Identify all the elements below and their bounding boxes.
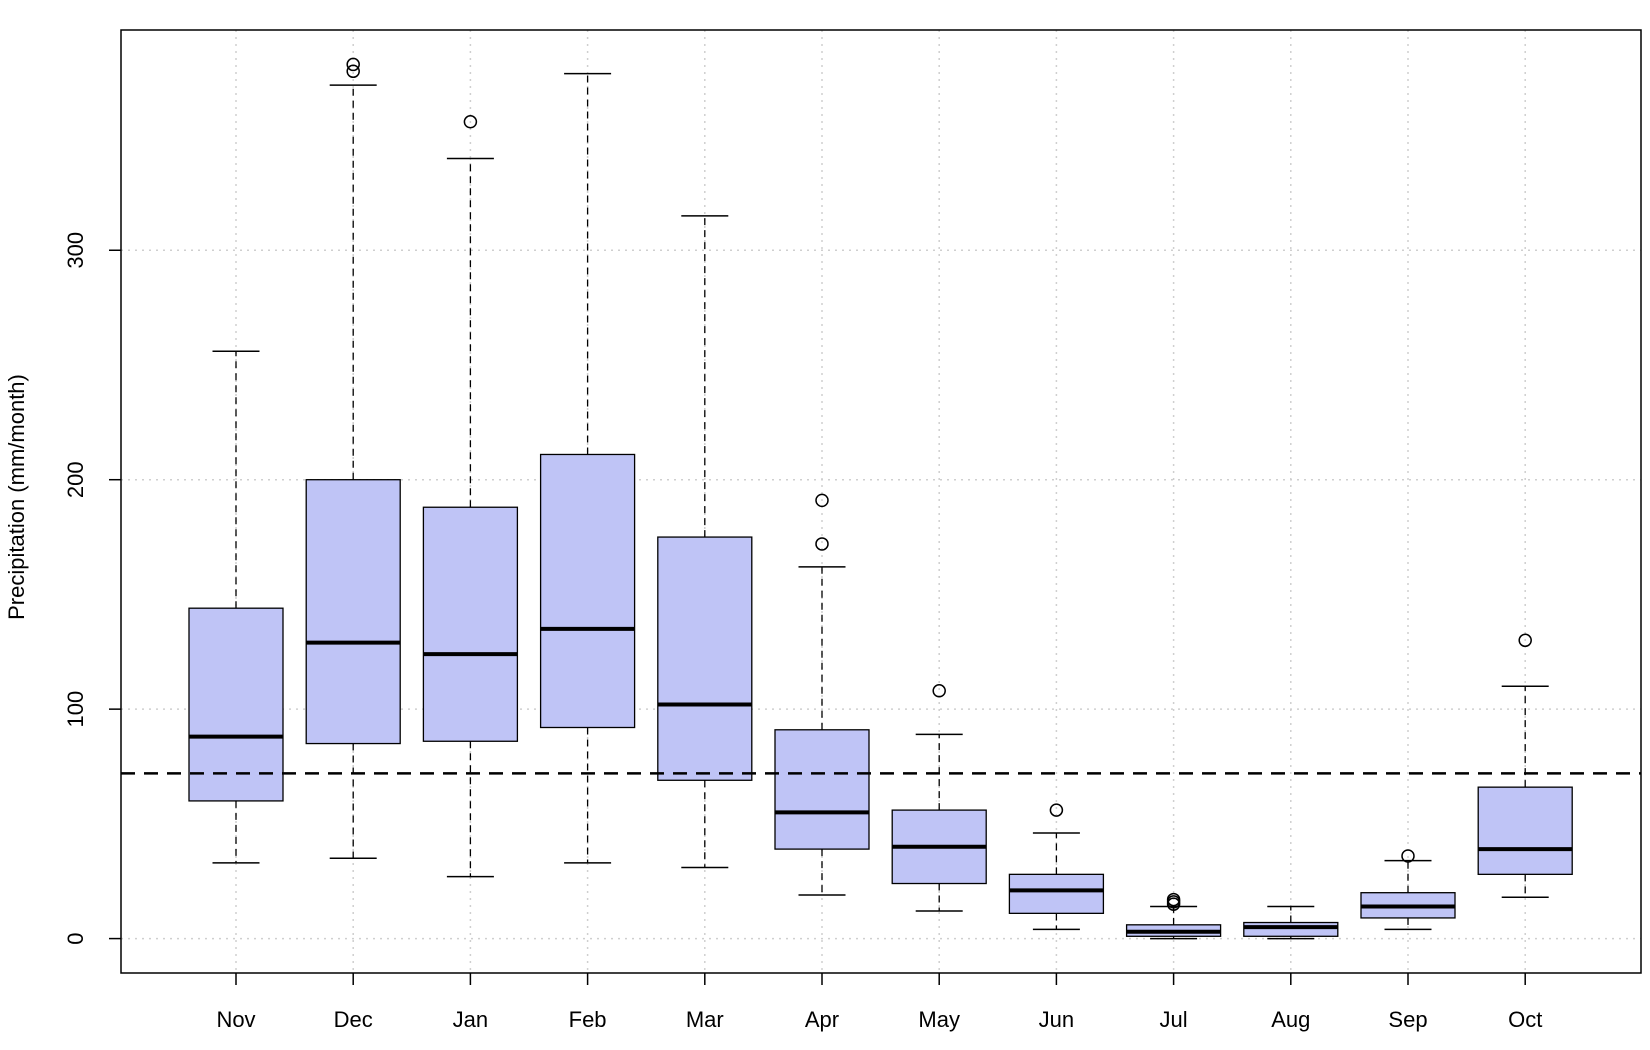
box-aug xyxy=(1243,905,1339,940)
box-jun xyxy=(1008,803,1105,931)
outlier-point xyxy=(1401,849,1415,863)
box-sep xyxy=(1360,849,1456,931)
box-oct xyxy=(1477,633,1573,899)
x-tick-label: Jan xyxy=(453,1007,488,1032)
outlier-point xyxy=(932,684,946,698)
box-nov xyxy=(188,350,284,864)
x-tick-label: Aug xyxy=(1271,1007,1310,1032)
axis-layer: 0 100 200 300 Nov Dec Jan Feb Mar Apr May Jun Jul Aug… xyxy=(63,29,1642,1032)
box-apr xyxy=(774,493,870,896)
outlier-point xyxy=(346,64,360,79)
iqr-box xyxy=(1477,786,1573,875)
outlier-point xyxy=(1518,633,1532,648)
iqr-box xyxy=(1008,873,1105,914)
x-tick-label: Apr xyxy=(805,1007,839,1032)
x-tick-label: Jul xyxy=(1160,1007,1188,1032)
x-tick-label: Feb xyxy=(569,1007,607,1032)
iqr-box xyxy=(422,506,519,742)
x-tick-label: Oct xyxy=(1508,1007,1542,1032)
outlier-point xyxy=(346,57,360,72)
plot-frame xyxy=(120,29,1642,974)
y-tick-label: 300 xyxy=(63,232,88,269)
iqr-box xyxy=(774,729,870,850)
outlier-point xyxy=(463,115,478,129)
y-tick-label: 0 xyxy=(63,932,88,944)
x-tick-label: Nov xyxy=(216,1007,255,1032)
outlier-point xyxy=(815,493,829,508)
y-tick-label: 100 xyxy=(63,691,88,728)
iqr-box xyxy=(1243,921,1339,937)
y-axis-title: Precipitation (mm/month) xyxy=(4,374,29,620)
x-tick-label: Sep xyxy=(1388,1007,1427,1032)
box-feb xyxy=(539,72,636,864)
box-jan xyxy=(422,115,519,878)
x-tick-label: Dec xyxy=(334,1007,373,1032)
x-tick-label: Jun xyxy=(1039,1007,1074,1032)
y-tick-label: 200 xyxy=(63,461,88,498)
iqr-box xyxy=(305,479,401,745)
box-mar xyxy=(657,215,753,869)
iqr-box xyxy=(539,453,636,729)
outlier-point xyxy=(1166,892,1181,907)
box-layer xyxy=(188,57,1573,940)
outlier-point xyxy=(815,537,829,551)
iqr-box xyxy=(188,607,284,802)
x-tick-label: Mar xyxy=(686,1007,724,1032)
x-tick-label: May xyxy=(918,1007,960,1032)
box-jul xyxy=(1125,892,1222,940)
iqr-box xyxy=(657,536,753,781)
box-dec xyxy=(305,57,401,860)
outlier-point xyxy=(1049,803,1064,817)
box-may xyxy=(891,684,987,912)
